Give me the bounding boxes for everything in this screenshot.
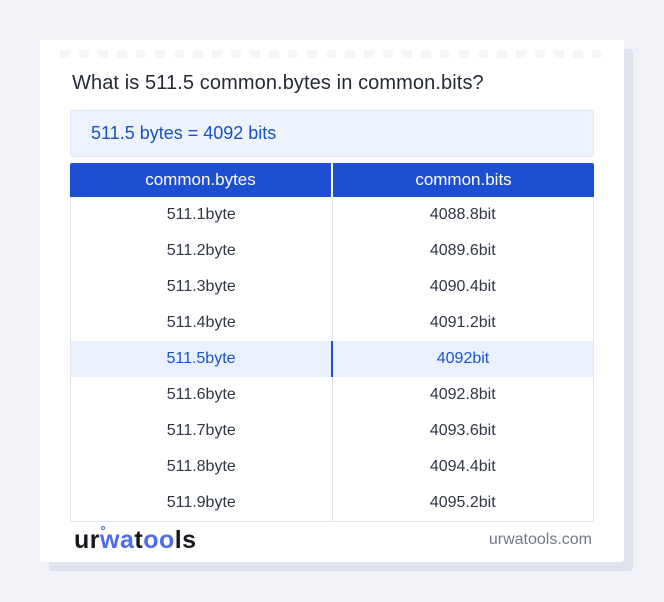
cell-bits: 4095.2bit bbox=[331, 485, 594, 521]
cell-bits: 4091.2bit bbox=[331, 305, 594, 341]
table-row: 511.6byte 4092.8bit bbox=[71, 377, 593, 413]
cell-bytes: 511.1byte bbox=[166, 206, 236, 223]
answer-box: 511.5 bytes = 4092 bits bbox=[70, 110, 594, 157]
cell-bytes: 511.7byte bbox=[166, 422, 236, 439]
cell-bits: 4089.6bit bbox=[331, 233, 594, 269]
cell-bits: 4090.4bit bbox=[331, 269, 594, 305]
cell-bytes: 511.4byte bbox=[166, 314, 236, 331]
table-row: 511.8byte 4094.4bit bbox=[71, 449, 593, 485]
logo-part-ur: ur bbox=[74, 526, 100, 554]
logo-part-ls: ls bbox=[174, 526, 197, 554]
cell-bits: 4092.8bit bbox=[331, 377, 594, 413]
logo-ring-icon bbox=[101, 526, 105, 530]
table-header-bytes: common.bytes bbox=[145, 170, 256, 189]
table-row: 511.9byte 4095.2bit bbox=[71, 485, 593, 521]
urwatools-logo[interactable]: urwatools bbox=[74, 526, 197, 554]
conversion-table: common.bytes common.bits 511.1byte 4088.8… bbox=[70, 163, 594, 522]
table-body: 511.1byte 4088.8bit 511.2byte 4089.6bit 511.… bbox=[70, 197, 594, 522]
cell-bytes: 511.8byte bbox=[166, 458, 236, 475]
cell-bytes: 511.6byte bbox=[166, 386, 236, 403]
cell-bytes: 511.9byte bbox=[166, 494, 236, 511]
table-row: 511.4byte 4091.2bit bbox=[71, 305, 593, 341]
logo-part-wa: wa bbox=[100, 526, 135, 554]
cell-bits: 4092bit bbox=[331, 341, 593, 377]
converter-card: What is 511.5 common.bytes in common.bit… bbox=[40, 40, 624, 562]
site-url: urwatools.com bbox=[488, 531, 592, 548]
table-row: 511.2byte 4089.6bit bbox=[71, 233, 593, 269]
table-row: 511.1byte 4088.8bit bbox=[71, 197, 593, 233]
cell-bits: 4088.8bit bbox=[331, 197, 594, 233]
logo-part-oo: oo bbox=[143, 526, 175, 554]
table-row-current: 511.5byte 4092bit bbox=[71, 341, 593, 377]
cell-bytes: 511.5byte bbox=[166, 350, 236, 367]
table-row: 511.3byte 4090.4bit bbox=[71, 269, 593, 305]
page-title: What is 511.5 common.bytes in common.bit… bbox=[72, 72, 484, 94]
answer-text: 511.5 bytes = 4092 bits bbox=[91, 123, 277, 143]
cell-bytes: 511.3byte bbox=[166, 278, 236, 295]
cell-bytes: 511.2byte bbox=[166, 242, 236, 259]
cell-bits: 4093.6bit bbox=[331, 413, 594, 449]
table-row: 511.7byte 4093.6bit bbox=[71, 413, 593, 449]
table-header-row: common.bytes common.bits bbox=[70, 163, 594, 197]
card-footer: urwatools urwatools.com bbox=[40, 522, 624, 562]
cell-bits: 4094.4bit bbox=[331, 449, 594, 485]
table-header-bits: common.bits bbox=[331, 163, 594, 197]
logo-part-t: t bbox=[134, 526, 144, 554]
